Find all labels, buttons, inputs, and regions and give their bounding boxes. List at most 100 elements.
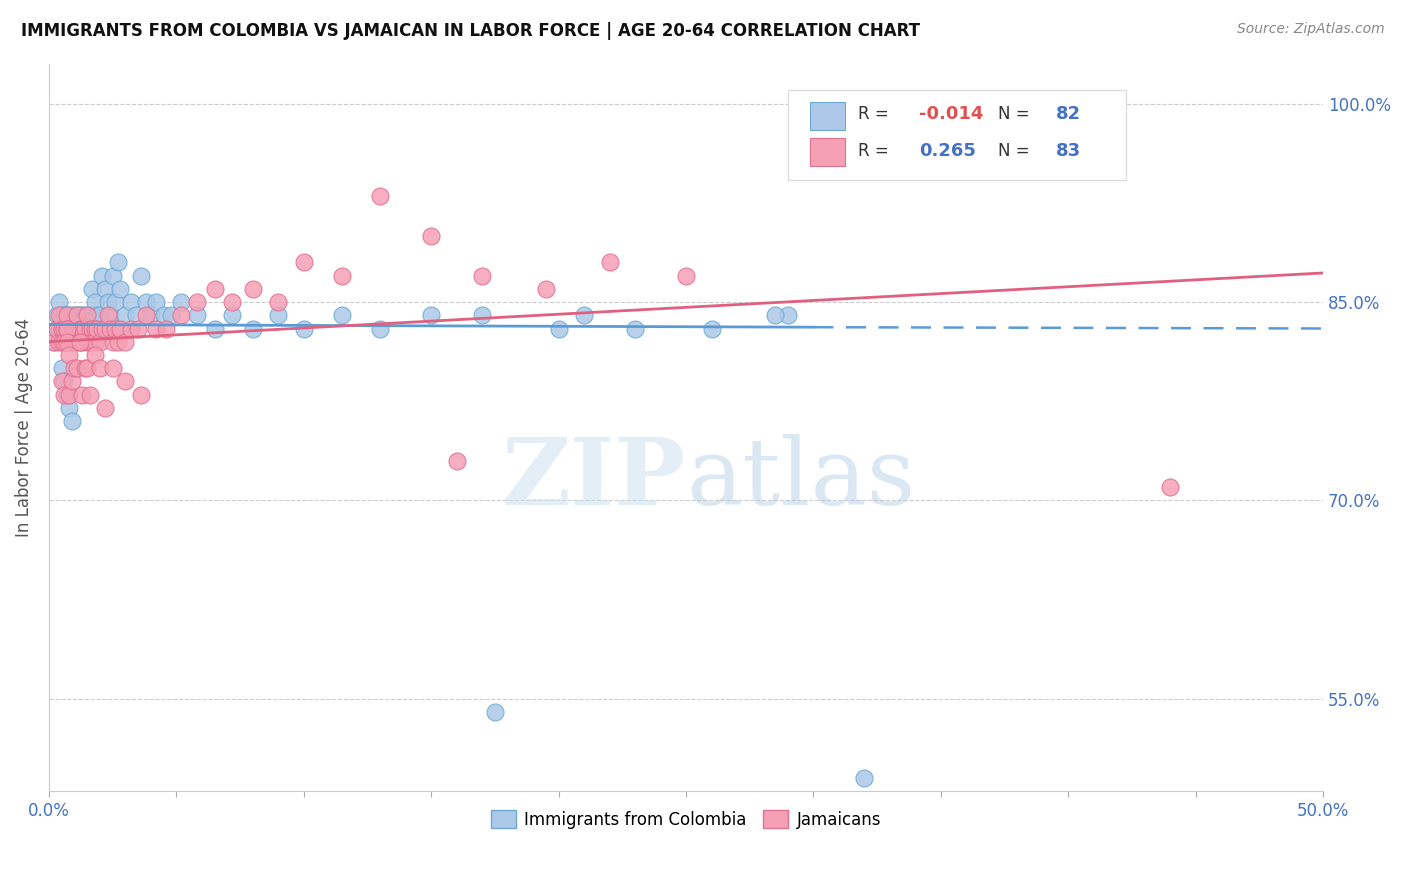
Point — [129, 387, 152, 401]
Point — [56, 321, 79, 335]
Point — [63, 334, 86, 349]
Point — [73, 321, 96, 335]
Text: ZIP: ZIP — [502, 434, 686, 524]
Point — [58, 321, 80, 335]
Point — [76, 334, 98, 349]
Y-axis label: In Labor Force | Age 20-64: In Labor Force | Age 20-64 — [15, 318, 32, 537]
Point — [48, 321, 70, 335]
Point — [484, 705, 506, 719]
Point — [51, 321, 73, 335]
Point — [76, 321, 98, 335]
Point — [471, 308, 494, 322]
Point — [70, 321, 93, 335]
Point — [83, 295, 105, 310]
Point — [51, 334, 73, 349]
Point — [292, 321, 315, 335]
FancyBboxPatch shape — [810, 138, 845, 166]
Point — [242, 282, 264, 296]
Point — [572, 308, 595, 322]
Point — [58, 387, 80, 401]
Text: 82: 82 — [1056, 104, 1081, 122]
Text: -0.014: -0.014 — [920, 104, 984, 122]
Point — [79, 321, 101, 335]
Point — [94, 401, 117, 415]
Point — [53, 375, 76, 389]
Point — [73, 308, 96, 322]
Point — [152, 308, 174, 322]
Point — [292, 255, 315, 269]
Point — [69, 334, 91, 349]
Point — [48, 308, 70, 322]
Point — [120, 295, 142, 310]
Point — [82, 321, 104, 335]
Point — [135, 295, 157, 310]
Point — [60, 334, 83, 349]
Point — [60, 375, 83, 389]
Point — [60, 321, 83, 335]
Point — [700, 321, 723, 335]
Point — [79, 387, 101, 401]
Point — [66, 308, 89, 322]
Point — [97, 308, 120, 322]
Point — [58, 401, 80, 415]
Point — [135, 308, 157, 322]
Point — [63, 308, 86, 322]
Point — [79, 321, 101, 335]
Point — [70, 334, 93, 349]
Point — [104, 321, 127, 335]
Point — [242, 321, 264, 335]
Point — [368, 189, 391, 203]
Text: atlas: atlas — [686, 434, 915, 524]
Point — [368, 321, 391, 335]
Point — [675, 268, 697, 283]
Point — [624, 321, 647, 335]
Point — [70, 308, 93, 322]
Point — [776, 308, 799, 322]
Point — [48, 295, 70, 310]
Point — [330, 308, 353, 322]
Point — [446, 454, 468, 468]
Text: R =: R = — [858, 143, 894, 161]
Point — [107, 334, 129, 349]
Point — [42, 334, 65, 349]
Point — [124, 308, 146, 322]
Point — [91, 268, 114, 283]
Point — [53, 321, 76, 335]
FancyBboxPatch shape — [787, 89, 1126, 180]
Point — [94, 282, 117, 296]
Point — [60, 334, 83, 349]
Point — [45, 321, 67, 335]
Point — [53, 387, 76, 401]
Point — [267, 295, 290, 310]
Point — [60, 308, 83, 322]
Point — [86, 321, 108, 335]
Point — [66, 321, 89, 335]
Point — [56, 334, 79, 349]
Point — [69, 321, 91, 335]
Point — [58, 321, 80, 335]
Point — [63, 321, 86, 335]
FancyBboxPatch shape — [810, 102, 845, 129]
Point — [89, 361, 111, 376]
Point — [69, 334, 91, 349]
Point — [471, 268, 494, 283]
Point — [534, 282, 557, 296]
Point — [101, 334, 124, 349]
Point — [221, 295, 243, 310]
Point — [66, 334, 89, 349]
Point — [63, 361, 86, 376]
Point — [267, 308, 290, 322]
Text: IMMIGRANTS FROM COLOMBIA VS JAMAICAN IN LABOR FORCE | AGE 20-64 CORRELATION CHAR: IMMIGRANTS FROM COLOMBIA VS JAMAICAN IN … — [21, 22, 920, 40]
Point — [547, 321, 569, 335]
Point — [83, 321, 105, 335]
Point — [56, 308, 79, 322]
Point — [599, 255, 621, 269]
Point — [63, 334, 86, 349]
Point — [114, 375, 136, 389]
Point — [114, 308, 136, 322]
Point — [53, 334, 76, 349]
Point — [51, 375, 73, 389]
Point — [420, 308, 443, 322]
Point — [76, 308, 98, 322]
Point — [139, 308, 162, 322]
